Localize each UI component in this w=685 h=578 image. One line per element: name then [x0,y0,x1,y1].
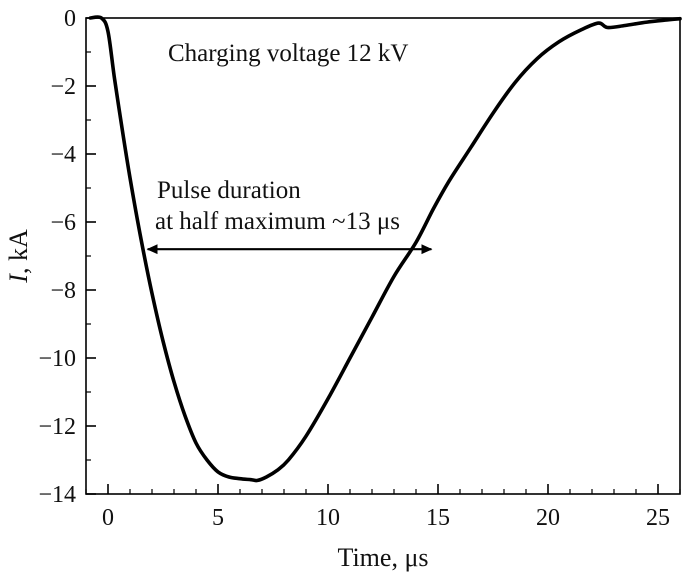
x-tick-label: 5 [212,505,224,531]
x-tick-label: 10 [316,505,340,531]
x-tick-label: 15 [426,505,450,531]
y-tick-label: −10 [38,346,76,372]
fwhm-annotation-line2: at half maximum ~13 μs [155,208,400,235]
y-axis-title-symbol: I [4,273,33,284]
y-axis-title: I, kA [4,229,33,284]
y-axis-ticks: 0 −2 −4 −6 −8 −10 −12 −14 [38,6,96,508]
x-tick-label: 20 [536,505,560,531]
y-tick-label: −14 [38,482,76,508]
x-axis-title: Time, μs [337,543,428,572]
y-tick-label: −12 [38,414,76,440]
x-axis-ticks: 0 5 10 15 20 25 [85,484,681,531]
chart-title: Charging voltage 12 kV [168,40,408,67]
y-axis-title-unit: , kA [4,229,33,274]
plot-frame [85,17,681,495]
y-tick-label: −6 [50,210,76,236]
y-tick-label: 0 [64,6,76,32]
x-tick-label: 0 [102,505,114,531]
series-layer [88,15,682,483]
fwhm-annotation-line1: Pulse duration [157,177,301,204]
y-tick-label: −2 [50,74,76,100]
y-tick-label: −4 [50,142,76,168]
y-tick-label: −8 [50,278,76,304]
series-line [88,15,682,483]
x-tick-label: 25 [646,505,670,531]
